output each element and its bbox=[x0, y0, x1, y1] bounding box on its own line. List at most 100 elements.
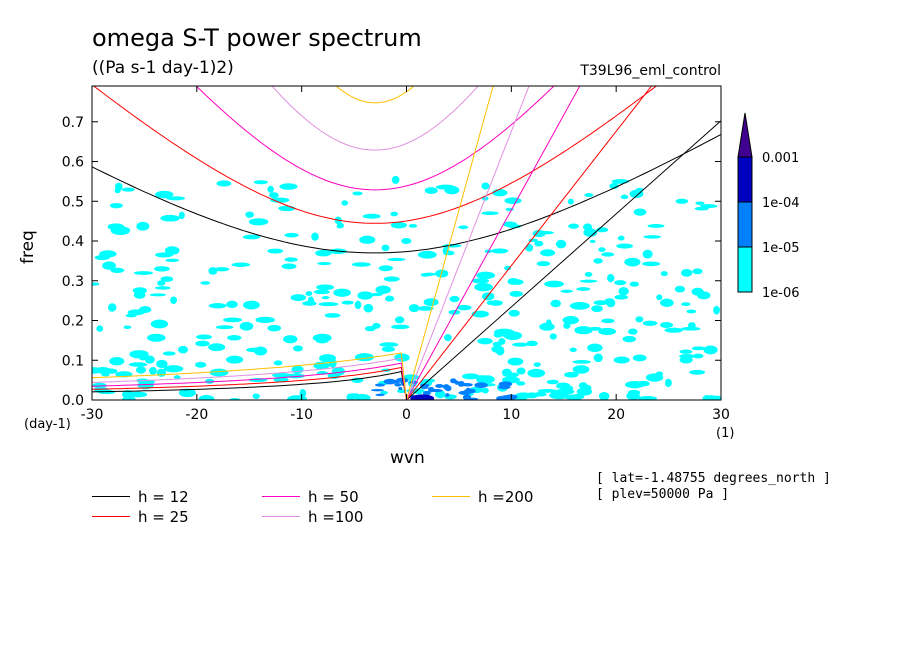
contour-blob bbox=[92, 382, 107, 389]
contour-blob bbox=[359, 235, 376, 244]
contour-blob bbox=[695, 201, 705, 205]
colorbar-segment bbox=[737, 246, 753, 293]
contour-blob bbox=[108, 303, 117, 312]
contour-blob bbox=[165, 258, 180, 263]
contour-blob bbox=[110, 226, 131, 235]
contour-blob bbox=[642, 249, 653, 259]
contour-blob bbox=[242, 234, 261, 240]
run-label: T39L96_eml_control bbox=[580, 63, 721, 79]
contour-blob bbox=[572, 365, 590, 374]
contour-blob bbox=[576, 387, 593, 396]
contour-blob-strong bbox=[458, 390, 472, 395]
contour-blob bbox=[516, 381, 526, 386]
contour-blob bbox=[424, 187, 438, 195]
contour-blob bbox=[270, 197, 290, 203]
contour-blob bbox=[267, 324, 282, 332]
axes: -30 -20 -10 0 10 20 30 0.0 0.1 0.2 0.3 0.4 0.5 0.6 0.7 bbox=[62, 85, 730, 423]
contour-blob bbox=[560, 289, 573, 293]
contour-blob bbox=[694, 206, 709, 211]
contour-blob bbox=[572, 360, 591, 364]
contour-blob bbox=[444, 334, 452, 342]
rossby-curve-h100 bbox=[92, 357, 407, 400]
x-tick-label: 10 bbox=[502, 407, 520, 423]
contour-blob bbox=[598, 247, 606, 252]
contour-blob bbox=[149, 367, 157, 375]
contour-blob bbox=[589, 239, 596, 243]
kelvin-curve-h25 bbox=[406, 86, 653, 400]
contour-blob bbox=[626, 391, 640, 400]
contour-blob bbox=[319, 354, 336, 363]
contour-blob bbox=[434, 390, 446, 399]
contour-blob bbox=[556, 388, 575, 395]
contour-blob bbox=[598, 327, 617, 336]
contour-blob bbox=[341, 300, 354, 305]
colorbar-segment bbox=[737, 201, 753, 248]
contour-blob bbox=[625, 380, 645, 389]
y-tick-label: 0.5 bbox=[62, 194, 84, 210]
contour-blob bbox=[154, 266, 170, 272]
contour-blob bbox=[231, 262, 251, 267]
contour-blob bbox=[284, 232, 299, 238]
contour-blob bbox=[177, 345, 189, 354]
contour-blob bbox=[253, 180, 268, 185]
contour-blob bbox=[477, 337, 493, 345]
contour-blob bbox=[507, 357, 524, 366]
contour-blob bbox=[713, 305, 720, 315]
contour-blob-strong bbox=[370, 388, 384, 392]
contour-blob bbox=[196, 334, 212, 340]
contour-blob bbox=[133, 291, 146, 299]
y-tick-label: 0.4 bbox=[62, 234, 84, 250]
contour-blob bbox=[227, 335, 242, 341]
contour-blob bbox=[110, 267, 125, 274]
rossby-curve-h50 bbox=[92, 362, 407, 400]
contour-blob bbox=[616, 243, 633, 249]
contour-blob bbox=[546, 379, 559, 385]
contour-blob bbox=[504, 197, 522, 205]
contour-blob bbox=[568, 223, 580, 229]
contour-blob bbox=[390, 211, 398, 217]
contour-blob bbox=[209, 368, 229, 377]
contour-blob bbox=[316, 284, 334, 291]
contour-blob-strong bbox=[462, 394, 472, 400]
kelvin-curve-h100 bbox=[406, 86, 530, 400]
contour-blob bbox=[576, 287, 591, 291]
contour-blob bbox=[471, 310, 489, 318]
contour-blob bbox=[383, 276, 400, 282]
contour-blob bbox=[94, 255, 110, 261]
contour-blob bbox=[170, 296, 178, 304]
contour-blob bbox=[562, 315, 579, 325]
contour-blob bbox=[96, 325, 104, 332]
contour-blob bbox=[514, 396, 527, 400]
contour-blob bbox=[637, 396, 658, 400]
contour-blob bbox=[587, 343, 603, 353]
contour-blob bbox=[660, 322, 674, 329]
contour-blob bbox=[536, 261, 551, 267]
contour-blob bbox=[155, 252, 174, 258]
contour-blob bbox=[125, 313, 137, 318]
contour-blob bbox=[493, 332, 503, 338]
contour-blob bbox=[147, 333, 166, 342]
contour-blob bbox=[222, 317, 243, 323]
contour-blob bbox=[544, 280, 564, 288]
contour-blob bbox=[491, 248, 509, 254]
contour-blob bbox=[133, 271, 154, 275]
contour-blob bbox=[198, 394, 215, 400]
contour-blob bbox=[255, 316, 275, 323]
level-info: [ plev=50000 Pa ] bbox=[596, 487, 730, 502]
contour-blob bbox=[703, 345, 718, 355]
contour-blob bbox=[283, 335, 298, 344]
contour-blob bbox=[705, 395, 721, 400]
contour-blob bbox=[267, 248, 284, 254]
contour-blob bbox=[156, 368, 167, 377]
ig-curve-h100 bbox=[271, 86, 479, 151]
contour-blob bbox=[628, 328, 638, 335]
contour-blob bbox=[149, 293, 166, 297]
y-tick-label: 0.1 bbox=[62, 353, 84, 369]
contour-blob bbox=[150, 319, 169, 329]
contour-blob bbox=[642, 261, 661, 267]
contour-blob bbox=[622, 335, 636, 343]
x-tick-label: -30 bbox=[81, 407, 104, 423]
power-contours bbox=[92, 175, 721, 400]
kelvin-curve-h200 bbox=[406, 86, 494, 400]
contour-blob bbox=[408, 224, 418, 228]
